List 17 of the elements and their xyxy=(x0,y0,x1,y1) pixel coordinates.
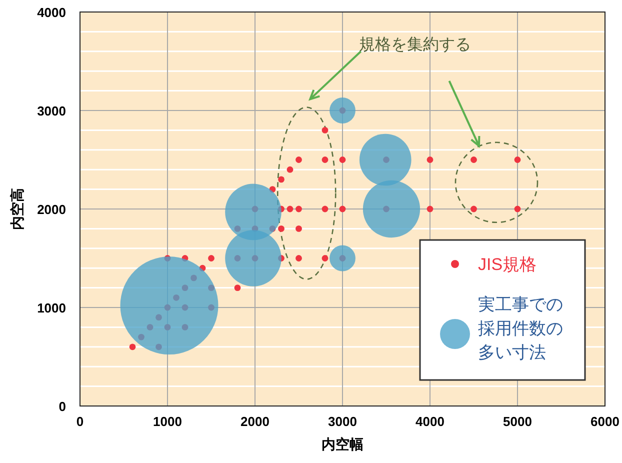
x-tick-label: 2000 xyxy=(240,414,270,429)
y-tick-label: 2000 xyxy=(37,202,66,217)
y-tick-label: 4000 xyxy=(37,5,66,20)
y-axis-title: 内空高 xyxy=(9,188,25,230)
x-tick-label: 5000 xyxy=(503,414,532,429)
x-tick-label: 4000 xyxy=(416,414,444,429)
x-tick-label: 1000 xyxy=(153,414,182,429)
y-tick-label: 0 xyxy=(58,399,66,414)
x-axis-title: 内空幅 xyxy=(322,436,364,452)
legend-label: 実工事での採用件数の多い寸法 xyxy=(478,295,563,362)
x-tick-label: 6000 xyxy=(590,414,620,429)
x-tick-label: 0 xyxy=(76,414,84,429)
y-tick-label: 3000 xyxy=(37,104,66,118)
annotation: 規格を集約する xyxy=(359,36,472,54)
legend-label: JIS規格 xyxy=(478,255,537,274)
x-tick-label: 3000 xyxy=(328,414,357,429)
y-tick-label: 1000 xyxy=(37,300,66,316)
